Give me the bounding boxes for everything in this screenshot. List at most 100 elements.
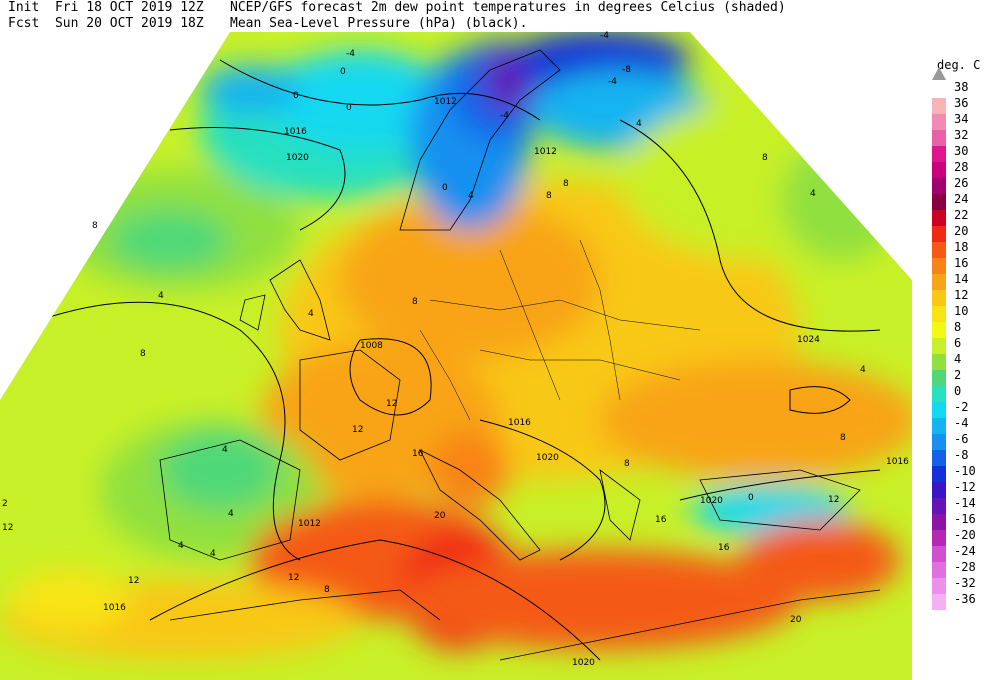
init-label: Init — [8, 0, 40, 15]
dewpoint-label: 8 — [324, 585, 330, 595]
dewpoint-label: 16 — [412, 449, 424, 459]
colorbar-swatch — [932, 162, 946, 178]
colorbar-level: 4 — [932, 350, 994, 370]
dewpoint-label: 4 — [158, 291, 164, 301]
colorbar-label: -12 — [954, 480, 976, 494]
title-line-2: Mean Sea-Level Pressure (hPa) (black). — [230, 16, 528, 31]
colorbar-level: 30 — [932, 142, 994, 162]
colorbar-label: -8 — [954, 448, 969, 462]
colorbar-label: -36 — [954, 592, 976, 606]
colorbar-label: -2 — [954, 400, 969, 414]
colorbar-level: 34 — [932, 110, 994, 130]
colorbar-level: -24 — [932, 542, 994, 562]
colorbar-swatch — [932, 290, 946, 306]
colorbar-label: -10 — [954, 464, 976, 478]
isobar-label: 1008 — [360, 341, 383, 351]
colorbar-swatch — [932, 114, 946, 130]
colorbar-label: 2 — [954, 368, 962, 382]
colorbar-label: 36 — [954, 96, 969, 110]
colorbar-level: 20 — [932, 222, 994, 242]
dewpoint-label: 8 — [840, 433, 846, 443]
dewpoint-label: 8 — [412, 297, 418, 307]
header-left: Init Fri 18 OCT 2019 12Z Fcst Sun 20 OCT… — [8, 0, 204, 32]
colorbar-level: 32 — [932, 126, 994, 146]
colorbar-label: 16 — [954, 256, 969, 270]
dewpoint-label: 8 — [563, 179, 569, 189]
dewpoint-label: 4 — [178, 541, 184, 551]
colorbar-label: 10 — [954, 304, 969, 318]
colorbar-level: -2 — [932, 398, 994, 418]
colorbar-level: 22 — [932, 206, 994, 226]
colorbar-level: -8 — [932, 446, 994, 466]
isobars — [39, 59, 881, 661]
colorbar-level: -36 — [932, 590, 994, 610]
dewpoint-label: -8 — [622, 65, 631, 75]
dewpoint-label: 0 — [293, 91, 299, 101]
colorbar-label: -16 — [954, 512, 976, 526]
colorbar-swatch — [932, 338, 946, 354]
dewpoint-labels: -4 0 0 0 8 4 -4 -8 -4 -4 4 8 8 0 4 8 4 4… — [2, 31, 866, 625]
dewpoint-label: 16 — [655, 515, 667, 525]
colorbar-level: 0 — [932, 382, 994, 402]
header-right: NCEP/GFS forecast 2m dew point temperatu… — [230, 0, 786, 32]
colorbar-max-arrow — [932, 67, 946, 80]
colorbar-level: 6 — [932, 334, 994, 354]
dewpoint-label: 0 — [346, 103, 352, 113]
isobar-label: 1016 — [886, 457, 909, 467]
colorbar-label: -20 — [954, 528, 976, 542]
dewpoint-label: 4 — [860, 365, 866, 375]
isobar-label: 1020 — [286, 153, 309, 163]
dewpoint-map: 1012 1012 1016 1020 1008 1016 1020 1012 … — [0, 31, 912, 680]
colorbar-unit: deg. C — [937, 58, 981, 72]
colorbar-level: -12 — [932, 478, 994, 498]
dewpoint-label: 4 — [222, 445, 228, 455]
colorbar-label: -28 — [954, 560, 976, 574]
colorbar-level: -6 — [932, 430, 994, 450]
colorbar-swatch — [932, 306, 946, 322]
dewpoint-label: 12 — [128, 576, 139, 586]
colorbar-swatch — [932, 274, 946, 290]
colorbar-level: 28 — [932, 158, 994, 178]
colorbar-level: -4 — [932, 414, 994, 434]
colorbar-swatch — [932, 530, 946, 546]
colorbar-label: 0 — [954, 384, 962, 398]
colorbar-label: 8 — [954, 320, 962, 334]
colorbar-swatch — [932, 594, 946, 610]
colorbar-swatch — [932, 546, 946, 562]
isobar-label: 1016 — [284, 127, 307, 137]
colorbar-swatch — [932, 354, 946, 370]
colorbar-label: 4 — [954, 352, 962, 366]
colorbar-swatch — [932, 386, 946, 402]
colorbar-label: 24 — [954, 192, 969, 206]
colorbar-swatch — [932, 178, 946, 194]
dewpoint-label: 12 — [2, 523, 13, 533]
colorbar-label: 20 — [954, 224, 969, 238]
colorbar-swatch — [932, 242, 946, 258]
colorbar-level: 16 — [932, 254, 994, 274]
colorbar-label: 18 — [954, 240, 969, 254]
colorbar-label: 28 — [954, 160, 969, 174]
dewpoint-label: 4 — [228, 509, 234, 519]
colorbar-swatch — [932, 450, 946, 466]
dewpoint-label: 20 — [790, 615, 802, 625]
dewpoint-label: 8 — [140, 349, 146, 359]
colorbar-level: 2 — [932, 366, 994, 386]
pressure-labels: 1012 1012 1016 1020 1008 1016 1020 1012 … — [103, 97, 909, 668]
isobar-label: 1012 — [298, 519, 321, 529]
colorbar-label: 12 — [954, 288, 969, 302]
isobar-label: 1020 — [572, 658, 595, 668]
colorbar-label: 30 — [954, 144, 969, 158]
colorbar-level: -16 — [932, 510, 994, 530]
dewpoint-label: 4 — [810, 189, 816, 199]
colorbar-swatch — [932, 418, 946, 434]
colorbar-swatch — [932, 194, 946, 210]
colorbar-swatch — [932, 98, 946, 114]
colorbar-level: 24 — [932, 190, 994, 210]
colorbar-label: 22 — [954, 208, 969, 222]
dewpoint-label: 12 — [288, 573, 299, 583]
dewpoint-label: 8 — [92, 221, 98, 231]
colorbar-level: -14 — [932, 494, 994, 514]
colorbar-label: -24 — [954, 544, 976, 558]
isobar-label: 1012 — [434, 97, 457, 107]
dewpoint-label: 2 — [2, 499, 8, 509]
